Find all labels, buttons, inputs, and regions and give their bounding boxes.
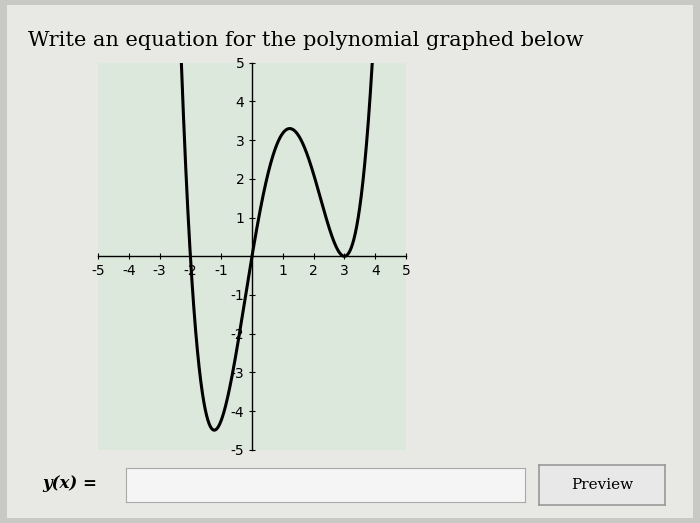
Text: y(x) =: y(x) =	[42, 475, 97, 492]
Text: Write an equation for the polynomial graphed below: Write an equation for the polynomial gra…	[28, 31, 584, 50]
Text: Preview: Preview	[571, 478, 633, 492]
